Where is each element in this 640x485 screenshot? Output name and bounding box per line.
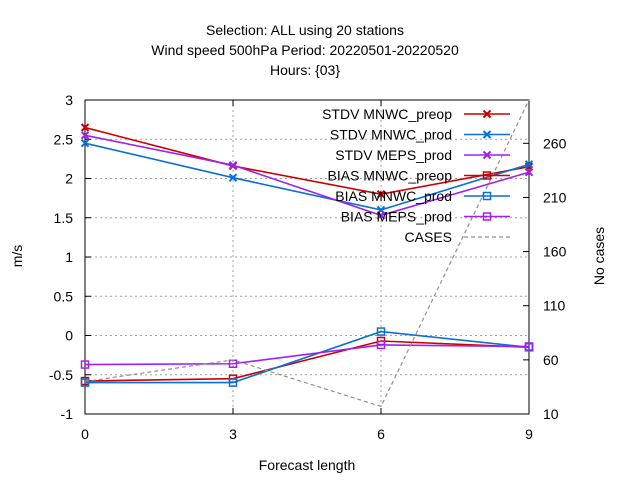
x-tick-label: 6: [377, 426, 385, 442]
data-point: [376, 189, 386, 199]
y2-tick-label: 60: [543, 352, 559, 368]
data-point: [482, 171, 492, 180]
y-tick-label: -0.5: [49, 367, 73, 383]
data-point-stroke: [482, 150, 492, 160]
y2-tick-label: 210: [543, 189, 567, 205]
data-point: [80, 131, 90, 140]
legend-label: BIAS MNWC_prod: [335, 188, 452, 204]
grid: [85, 100, 529, 414]
data-point: [482, 212, 492, 221]
data-point-stroke: [482, 109, 492, 119]
data-point: [482, 150, 492, 160]
data-point-stroke: [482, 130, 492, 139]
y2-tick-label: 160: [543, 244, 567, 260]
data-point: [482, 191, 492, 201]
legend-item: BIAS MNWC_prod: [335, 188, 510, 204]
legend-item: BIAS MEPS_prod: [341, 209, 510, 225]
y-tick-label: 1.5: [54, 210, 74, 226]
y2-tick-label: 10: [543, 406, 559, 422]
series-group: [80, 327, 534, 387]
series-line: [84, 134, 530, 217]
data-point: [376, 340, 386, 350]
y-axis-label: m/s: [9, 245, 25, 268]
legend-label: BIAS MEPS_prod: [341, 209, 452, 225]
series-line: [84, 340, 530, 382]
data-point-stroke: [80, 123, 90, 132]
series-group: [80, 131, 534, 220]
data-point: [524, 160, 534, 169]
x-tick-label: 9: [525, 426, 533, 442]
data-point: [228, 160, 238, 170]
series-line: [84, 126, 530, 196]
y-tick-label: 0: [65, 328, 73, 344]
series-line: [84, 99, 530, 408]
y2-tick-label: 110: [543, 298, 566, 314]
y-tick-label: -1: [61, 406, 74, 422]
legend-label: STDV MNWC_preop: [322, 106, 452, 122]
data-point-stroke: [80, 131, 90, 140]
y-tick-label: 0.5: [54, 288, 74, 304]
y2-axis-label: No cases: [591, 227, 607, 285]
data-point-stroke: [228, 160, 238, 170]
y-tick-label: 2.5: [54, 131, 74, 147]
data-point: [376, 327, 386, 336]
data-point: [482, 109, 492, 119]
legend-item: STDV MEPS_prod: [335, 147, 510, 163]
data-point: [80, 123, 90, 132]
data-point: [524, 168, 534, 177]
data-point-stroke: [228, 173, 238, 182]
data-point-stroke: [524, 160, 534, 169]
legend-label: BIAS MNWC_preop: [328, 168, 453, 184]
legend: STDV MNWC_preop STDV MNWC_prod STDV MEPS_p…: [322, 106, 510, 245]
y-tick-label: 2: [65, 171, 73, 187]
legend-item: CASES: [405, 229, 510, 245]
data-point: [228, 378, 238, 387]
x-tick-label: 0: [81, 426, 89, 442]
series-group: [80, 336, 534, 386]
legend-label: STDV MEPS_prod: [335, 147, 452, 163]
data-point-stroke: [376, 189, 386, 199]
legend-label: STDV MNWC_prod: [330, 127, 452, 143]
chart-title-line: Hours: {03}: [270, 62, 340, 78]
data-point: [376, 211, 386, 220]
data-point-stroke: [524, 168, 534, 177]
y2-tick-label: 260: [543, 135, 567, 151]
data-point: [524, 342, 534, 351]
data-point: [80, 378, 90, 387]
data-point-stroke: [376, 211, 386, 220]
data-point: [80, 360, 90, 369]
series-group: [80, 340, 534, 369]
series-line: [84, 344, 530, 366]
x-tick-label: 3: [229, 426, 237, 442]
data-point-stroke: [80, 138, 90, 148]
chart-title-line: Wind speed 500hPa Period: 20220501-20220…: [151, 42, 459, 58]
series-group: [84, 99, 530, 408]
x-axis-label: Forecast length: [259, 457, 356, 473]
data-point: [80, 138, 90, 148]
series: [80, 99, 534, 408]
series-line: [85, 330, 530, 384]
data-point: [482, 130, 492, 139]
chart-title-line: Selection: ALL using 20 stations: [206, 22, 404, 38]
legend-label: CASES: [405, 229, 452, 245]
series-group: [80, 138, 534, 215]
legend-item: BIAS MNWC_preop: [328, 168, 510, 184]
data-point: [228, 173, 238, 182]
y-tick-label: 3: [65, 92, 73, 108]
y-tick-label: 1: [65, 249, 73, 265]
legend-item: STDV MNWC_preop: [322, 106, 510, 122]
axes: 0 3 6 9 -1 -0.5 0 0.5 1 1.5 2 2.5 3 10 60 110 160 210 260: [49, 92, 567, 442]
series-line: [84, 142, 530, 211]
chart-title: Selection: ALL using 20 stations Wind sp…: [151, 22, 459, 78]
legend-item: STDV MNWC_prod: [330, 127, 510, 143]
